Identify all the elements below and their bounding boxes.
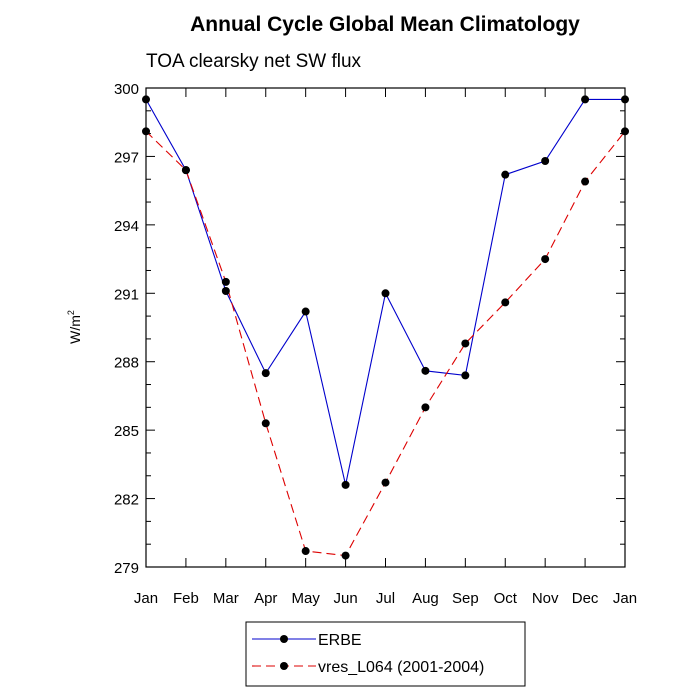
x-tick-label: Jul [376,590,395,607]
y-axis-label-text: W/m [67,315,83,344]
x-tick-label: Dec [572,590,599,607]
chart-title: Annual Cycle Global Mean Climatology [190,13,580,36]
y-tick-label: 288 [114,355,139,372]
y-tick-label: 282 [114,492,139,509]
series-1-point [421,366,430,375]
series-layer [142,95,629,560]
series-2-point [421,403,430,412]
y-tick-label: 291 [114,286,139,303]
y-tick-label: 279 [114,560,139,577]
legend-label-1: ERBE [318,632,362,649]
series-1-point [501,170,510,179]
plot-frame [145,87,626,568]
series-2-point [301,547,310,556]
series-2-point [501,298,510,307]
x-tick-label: Mar [213,590,239,607]
series-2-point [341,551,350,560]
legend-marker-2 [280,662,288,670]
y-tick-label: 300 [114,81,139,98]
series-2-point [221,277,230,286]
x-tick-label: Oct [494,590,518,607]
y-tick-label: 285 [114,423,139,440]
legend-label-2: vres_L064 (2001-2004) [318,659,484,676]
x-tick-label: Jan [134,590,158,607]
legend-marker-1 [280,635,288,643]
series-1-point [381,289,390,298]
series-1-point [301,307,310,316]
series-1-point [261,369,270,378]
x-tick-label: Sep [452,590,479,607]
axis-ticks: 279 282 285 288 291 294 297 300 Jan Feb Mar Apr May J… [114,81,637,607]
x-tick-label: Apr [254,590,277,607]
series-2-point [541,255,550,264]
series-2-point [261,419,270,428]
series-2-point [461,339,470,348]
svg-text:W/m2: W/m2 [66,310,83,344]
series-1-point [341,480,350,489]
y-tick-label: 294 [114,218,139,235]
series-2-point [381,478,390,487]
series-line-2 [145,130,626,557]
x-tick-label: May [291,590,320,607]
series-2-point [581,177,590,186]
x-tick-label: Nov [532,590,559,607]
y-axis-label-superscript: 2 [66,310,76,315]
series-1-point [221,287,230,296]
y-tick-label: 297 [114,149,139,166]
series-1-point [461,371,470,380]
legend-box [245,621,526,687]
x-tick-label: Jan [613,590,637,607]
chart-subtitle: TOA clearsky net SW flux [146,51,362,72]
x-tick-label: Jun [333,590,357,607]
series-2-point [181,166,190,175]
x-tick-label: Feb [173,590,199,607]
x-tick-label: Aug [412,590,439,607]
legend: ERBE vres_L064 (2001-2004) [245,621,526,687]
y-axis-label: W/m2 [66,310,83,344]
series-1-point [541,156,550,165]
series-1-point [581,95,590,104]
